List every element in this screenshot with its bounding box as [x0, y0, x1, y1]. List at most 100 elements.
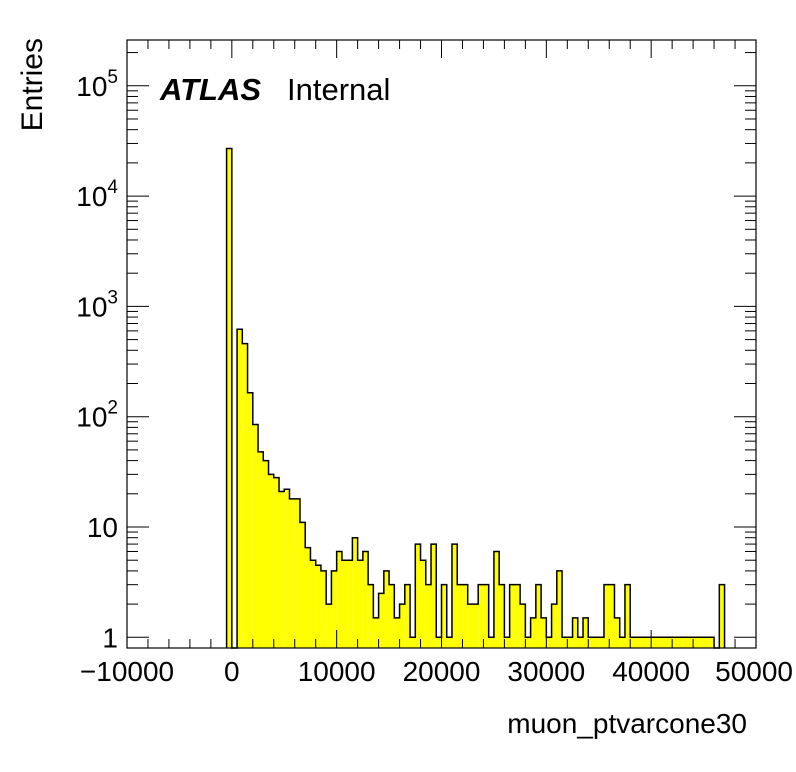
histogram-bar	[609, 584, 615, 648]
histogram-bar	[572, 617, 578, 648]
histogram-bar	[483, 584, 489, 648]
histogram-bar	[404, 584, 411, 648]
histogram-bar	[630, 637, 636, 648]
status-label: Internal	[287, 72, 390, 107]
histogram-bar	[279, 491, 285, 648]
histogram-bar	[666, 637, 673, 648]
histogram-bar	[562, 637, 568, 648]
histogram-bar	[677, 637, 683, 648]
histogram-bar	[698, 637, 704, 648]
histogram-bar	[284, 489, 290, 648]
histogram-bar	[693, 637, 699, 648]
histogram-bars	[225, 147, 726, 649]
histogram-bar	[310, 560, 316, 648]
histogram-bar	[598, 637, 604, 648]
histogram-bar	[237, 329, 243, 648]
histogram-bar	[441, 584, 447, 648]
histogram-bar	[467, 604, 473, 648]
histogram-bar	[703, 637, 709, 648]
histogram-bar	[315, 565, 321, 648]
x-tick-label: 0	[224, 656, 240, 687]
histogram-bar	[546, 637, 552, 648]
histogram-bar	[514, 584, 521, 648]
histogram-bar	[226, 148, 232, 648]
histogram-bar	[368, 584, 374, 648]
histogram-bar	[530, 617, 536, 648]
histogram-bar	[242, 343, 248, 648]
histogram-bar	[263, 460, 269, 648]
histogram-bar	[624, 584, 631, 648]
histogram-bar	[488, 637, 494, 648]
histogram-bar	[708, 637, 715, 648]
histogram-bar	[294, 498, 300, 648]
histogram-bar	[588, 637, 594, 648]
histogram-bar	[583, 617, 589, 648]
histogram-bar	[493, 551, 500, 648]
x-tick-label: 10000	[298, 656, 376, 687]
x-tick-label: 40000	[612, 656, 690, 687]
histogram-bar	[399, 604, 405, 648]
x-tick-label: 20000	[403, 656, 481, 687]
x-axis-title: muon_ptvarcone30	[507, 708, 747, 739]
histogram-bar	[373, 617, 379, 648]
y-axis-ticks: 1 10 102 103 104 105	[76, 52, 756, 653]
histogram-bar	[352, 537, 358, 648]
histogram-bar	[520, 604, 526, 648]
histogram-bar	[341, 560, 348, 648]
histogram-bar	[551, 604, 557, 648]
y-tick-label: 104	[76, 177, 118, 212]
histogram-bar	[462, 584, 468, 648]
histogram-bar	[331, 570, 337, 648]
histogram-bar	[394, 617, 400, 648]
histogram-bar	[378, 593, 384, 648]
histogram-bar	[420, 560, 426, 648]
histogram-bar	[383, 570, 390, 648]
histogram-bar	[504, 637, 510, 648]
histogram-bar	[640, 637, 646, 648]
histogram-bar	[320, 570, 327, 648]
histogram-bar	[577, 637, 584, 648]
y-tick-label: 1	[102, 622, 118, 653]
histogram-bar	[258, 451, 264, 648]
atlas-label: ATLAS	[159, 72, 261, 107]
histogram-bar	[661, 637, 667, 648]
histogram-bar	[410, 637, 416, 648]
histogram-bar	[305, 547, 311, 648]
y-tick-label: 105	[76, 67, 118, 102]
histogram-bar	[672, 637, 678, 648]
histogram-bar	[472, 604, 479, 648]
histogram-bar	[431, 544, 437, 648]
histogram-bar	[509, 584, 515, 648]
histogram-bar	[687, 637, 694, 648]
y-tick-label: 102	[76, 398, 118, 433]
histogram-outline	[225, 147, 726, 649]
histogram-bar	[451, 544, 458, 648]
histogram-bar	[645, 637, 652, 648]
x-tick-label: −10000	[80, 656, 174, 687]
histogram-bar	[446, 637, 452, 648]
histogram-bar	[656, 637, 662, 648]
histogram-bar	[499, 584, 505, 648]
histogram-bar	[347, 560, 353, 648]
histogram-bar	[593, 637, 599, 648]
histogram-bar	[478, 584, 484, 648]
histogram-bar	[457, 584, 463, 648]
histogram-bar	[525, 637, 531, 648]
y-tick-label: 10	[87, 512, 118, 543]
histogram-bar	[268, 474, 274, 648]
histogram-bar	[541, 617, 547, 648]
histogram-bar	[362, 551, 369, 648]
histogram-bar	[273, 477, 280, 648]
histogram-bar	[289, 498, 295, 648]
x-tick-label: 30000	[507, 656, 585, 687]
histogram-bar	[556, 570, 563, 648]
histogram-bar	[436, 637, 442, 648]
histogram-bar	[567, 637, 573, 648]
histogram-bar	[425, 584, 432, 648]
histogram-bar	[357, 560, 363, 648]
y-axis-title: Entries	[16, 38, 49, 131]
plot-area	[127, 40, 756, 648]
histogram-bar	[651, 637, 657, 648]
x-axis-ticks: −10000 0 10000 20000 30000 40000 50000	[80, 40, 793, 687]
